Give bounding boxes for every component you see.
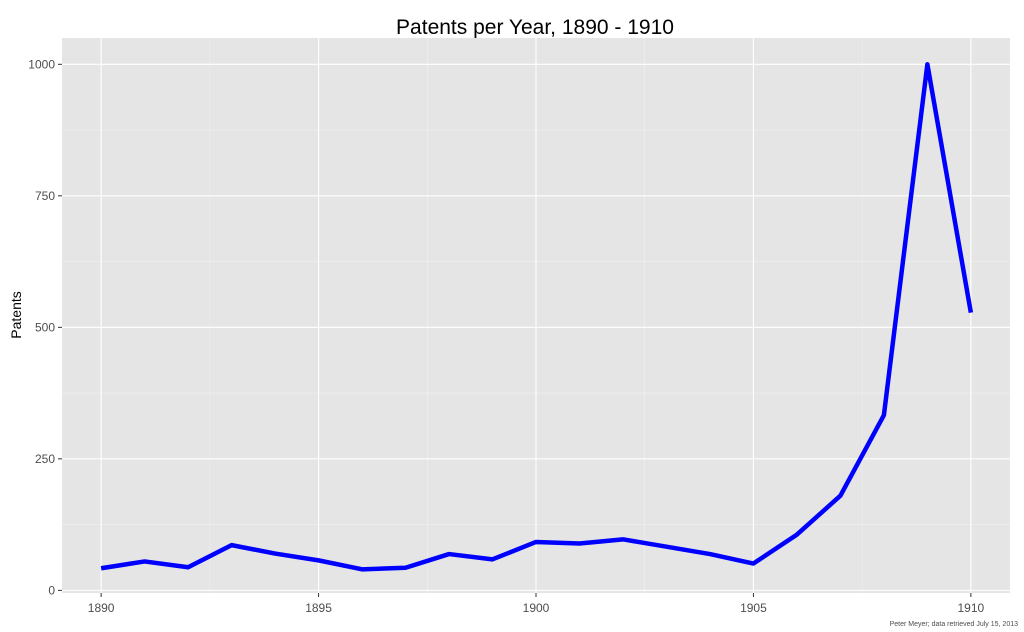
x-tick-label: 1905 xyxy=(740,601,767,615)
y-tick-labels: 0 250 500 750 1000 xyxy=(28,57,55,597)
y-tick-label: 500 xyxy=(35,320,55,334)
x-tick-label: 1890 xyxy=(88,601,115,615)
x-tick-labels: 1890 1895 1900 1905 1910 xyxy=(88,601,985,615)
y-axis-title: Patents xyxy=(8,291,24,338)
x-tick-label: 1895 xyxy=(305,601,332,615)
y-tick-label: 250 xyxy=(35,452,55,466)
y-tick-label: 1000 xyxy=(28,57,55,71)
y-tick-label: 0 xyxy=(48,583,55,597)
chart-caption: Peter Meyer; data retrieved July 15, 201… xyxy=(890,621,1019,628)
y-tick-label: 750 xyxy=(35,189,55,203)
chart-title: Patents per Year, 1890 - 1910 xyxy=(396,16,674,39)
x-tick-label: 1910 xyxy=(958,601,985,615)
x-tick-label: 1900 xyxy=(523,601,550,615)
